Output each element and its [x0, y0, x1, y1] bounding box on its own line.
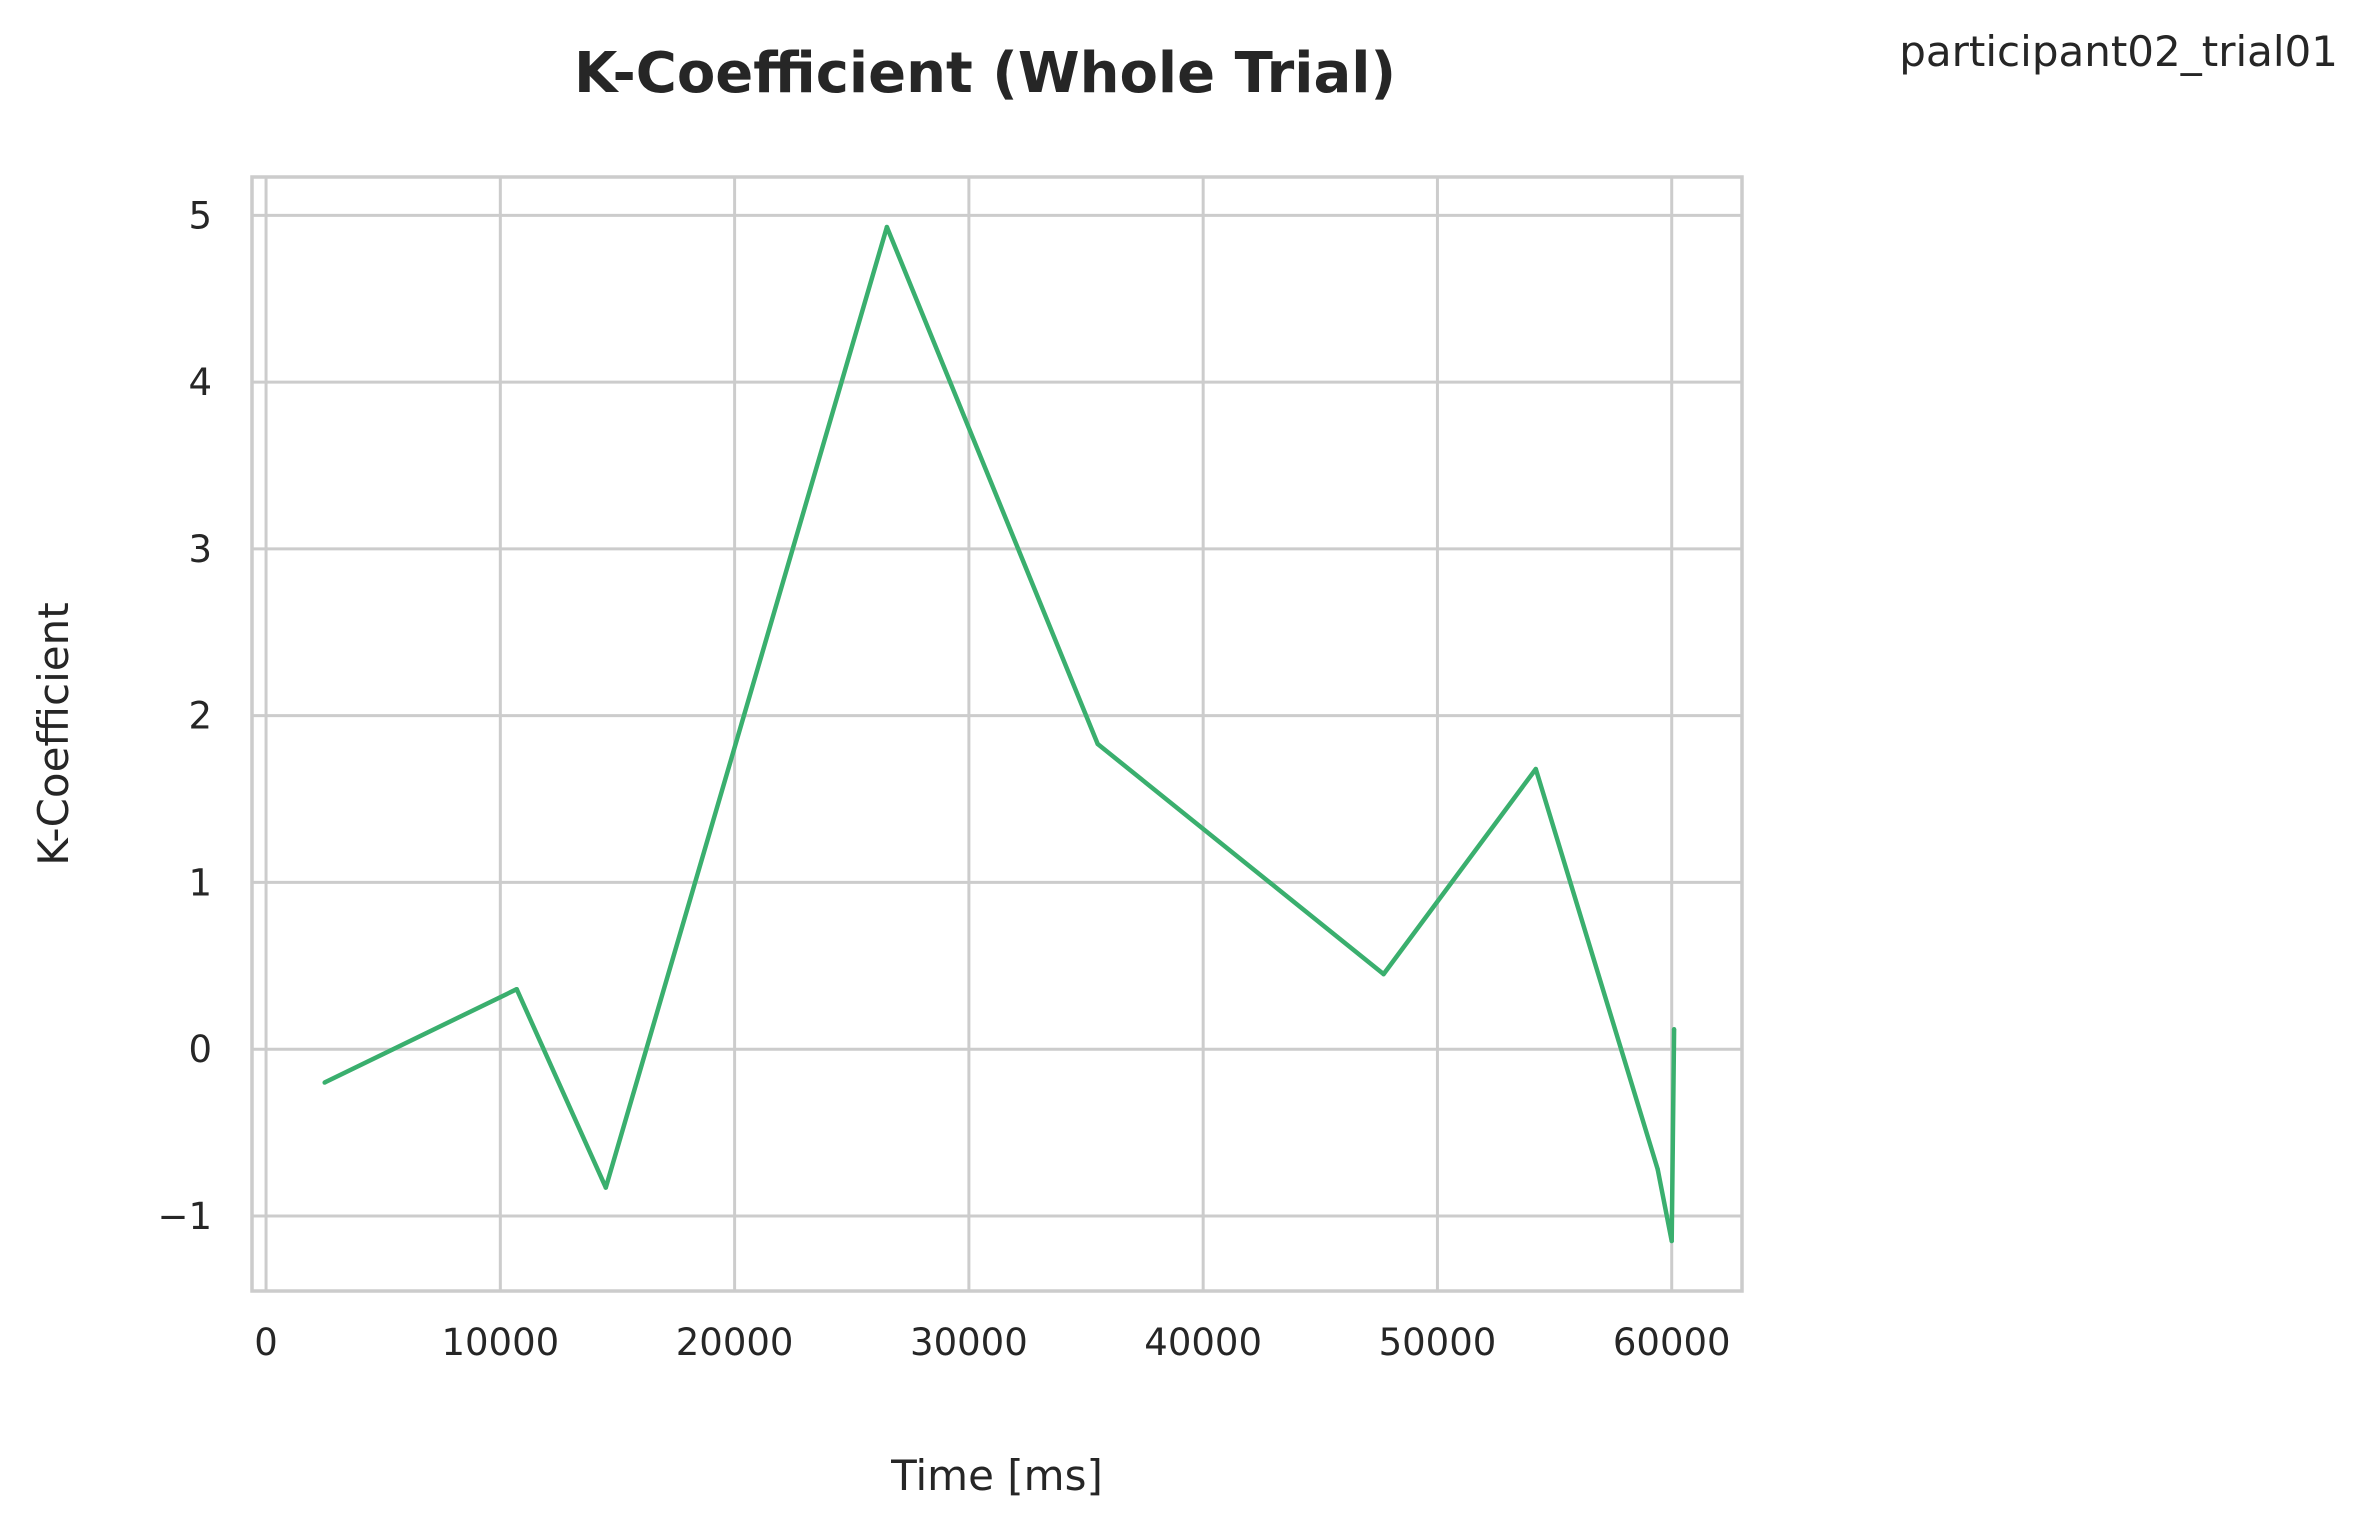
x-axis-ticks: 0 10000 20000 30000 40000 50000 60000 — [254, 1321, 1730, 1364]
y-tick-label: 4 — [188, 361, 212, 404]
y-tick-label: −1 — [157, 1195, 212, 1238]
data-point — [1095, 741, 1100, 747]
y-tick-label: 3 — [188, 528, 212, 571]
x-tick-label: 40000 — [1144, 1321, 1262, 1364]
y-tick-label: 2 — [188, 695, 212, 738]
x-tick-label: 60000 — [1613, 1321, 1731, 1364]
grid — [252, 177, 1742, 1291]
plot-frame — [250, 175, 1744, 1293]
series-line — [323, 224, 1677, 1244]
data-point — [322, 1080, 327, 1085]
x-tick-label: 30000 — [910, 1321, 1028, 1364]
data-point — [1671, 1026, 1677, 1032]
x-tick-label: 20000 — [676, 1321, 794, 1364]
data-point — [1381, 971, 1386, 977]
y-tick-label: 0 — [188, 1028, 212, 1071]
data-point — [603, 1185, 608, 1190]
data-point — [1655, 1167, 1660, 1172]
y-tick-label: 1 — [188, 861, 212, 904]
x-tick-label: 50000 — [1379, 1321, 1497, 1364]
y-axis-ticks: −1 0 1 2 3 4 5 — [157, 194, 212, 1238]
x-axis-label: Time [ms] — [890, 1451, 1103, 1500]
chart-title: K-Coefficient (Whole Trial) — [574, 41, 1396, 106]
x-tick-label: 10000 — [441, 1321, 559, 1364]
y-axis-label: K-Coefficient — [29, 602, 78, 865]
y-tick-label: 5 — [188, 194, 212, 237]
x-tick-label: 0 — [254, 1321, 278, 1364]
data-point — [1669, 1238, 1674, 1244]
data-point — [884, 224, 890, 230]
run-label: participant02_trial01 — [1899, 27, 2338, 76]
data-point — [514, 986, 519, 992]
series-layer — [322, 224, 1677, 1244]
data-point — [1533, 766, 1539, 772]
